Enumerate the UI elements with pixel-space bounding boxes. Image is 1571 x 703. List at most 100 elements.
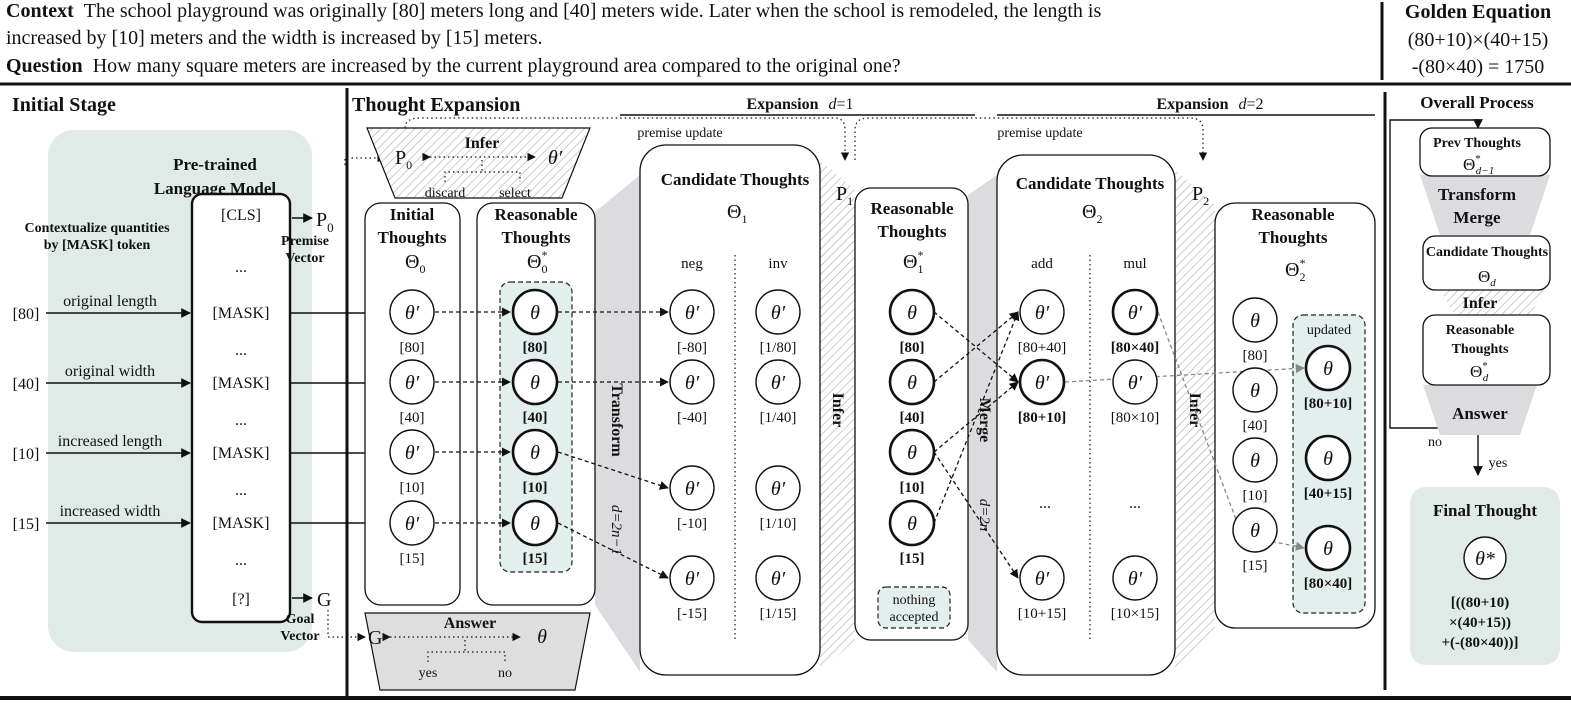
goal-symbol: G <box>368 627 382 649</box>
edge-arrow <box>933 311 1020 524</box>
theta-symbol: θ <box>530 442 540 464</box>
question-text: How many square meters are increased by … <box>93 55 901 77</box>
candidate-thoughts-box <box>639 144 821 676</box>
thought-label: [-80] <box>677 340 707 356</box>
column-label: mul <box>1123 256 1146 272</box>
no-label: no <box>498 666 512 681</box>
thought-node <box>1019 555 1065 601</box>
thought-label: [40] <box>523 410 548 426</box>
theta-set-symbol: Θ <box>903 251 917 273</box>
subscript: 0 <box>327 220 334 235</box>
premise-vector-label: Vector <box>285 251 324 266</box>
thought-label: [10] <box>900 480 925 496</box>
theta-symbol: θ′ <box>405 442 420 464</box>
note-text: accepted <box>890 610 939 625</box>
expansion-label: Expansion <box>1156 96 1228 113</box>
premise-symbol: P <box>395 147 406 169</box>
theta-set-symbol: Θ <box>1463 155 1475 174</box>
thought-expansion-title: Thought Expansion <box>352 94 520 116</box>
answer-label: Answer <box>444 615 496 632</box>
svg-text:Θ1: Θ1 <box>727 201 747 226</box>
theta-symbol: θ′ <box>771 478 786 500</box>
thought-node <box>1112 359 1158 405</box>
edge-arrow <box>933 311 1019 383</box>
thought-label: [1/40] <box>760 410 797 426</box>
thought-node <box>888 358 936 406</box>
thought-node <box>1232 367 1278 413</box>
thought-node <box>389 500 435 546</box>
svg-text:P0: P0 <box>316 209 334 235</box>
box-title: Candidate Thoughts <box>661 170 810 189</box>
thought-label: [80] <box>1243 348 1268 364</box>
thought-node <box>755 289 801 335</box>
svg-text:P1: P1 <box>836 183 853 208</box>
quantity-label: original length <box>63 293 157 310</box>
thought-label: [40] <box>1243 418 1268 434</box>
token: [MASK] <box>213 515 270 532</box>
subscript: d−1 <box>1476 165 1494 177</box>
subscript: d <box>1483 372 1489 384</box>
contextualize-label: Contextualize quantities <box>24 221 170 236</box>
golden-equation-line2: -(80×40) = 1750 <box>1412 56 1545 78</box>
thought-node <box>669 555 715 601</box>
thought-label: [80+10] <box>1304 396 1353 412</box>
theta-symbol: θ* <box>1475 548 1495 570</box>
superscript: * <box>917 248 923 262</box>
thought-label: [1/10] <box>760 516 797 532</box>
box-title: Reasonable <box>1251 205 1335 224</box>
theta-symbol: θ <box>537 626 547 648</box>
transform-merge-step <box>1420 175 1550 235</box>
thought-node <box>888 499 936 547</box>
final-expression: ×(40+15)) <box>1449 615 1511 631</box>
thought-label: [-15] <box>677 606 707 622</box>
connector <box>327 610 366 642</box>
transform-label: Transform <box>608 383 625 457</box>
reasonable-thoughts-step <box>1422 314 1551 386</box>
theta-symbol: θ <box>1250 520 1260 542</box>
infer-label: Infer <box>465 135 500 152</box>
initial-stage: Initial Stage Pre-trained Language Model… <box>12 94 386 652</box>
premise-vector-label: Premise <box>281 234 329 249</box>
theta-set-symbol: Θ <box>1285 259 1299 281</box>
infer-band <box>1175 170 1215 672</box>
edge-arrow <box>1157 311 1242 531</box>
subscript: 0 <box>541 262 547 276</box>
thought-label: [40+15] <box>1304 486 1353 502</box>
thought-node <box>1018 358 1066 406</box>
header: Context The school playground was origina… <box>6 0 1551 80</box>
token-sequence <box>190 192 292 624</box>
svg-text:P0: P0 <box>395 147 412 172</box>
svg-text:Θ*d−1: Θ* d−1 <box>1463 153 1494 177</box>
step-label: Prev Thoughts <box>1433 136 1521 151</box>
input-quantity: [10] <box>13 446 40 463</box>
svg-text:P2: P2 <box>1192 183 1209 208</box>
thought-node <box>1232 507 1278 553</box>
svg-text:Θ*0: Θ* 0 <box>527 248 547 276</box>
svg-text:Θd: Θd <box>1478 267 1496 289</box>
thought-node <box>755 465 801 511</box>
infer-band <box>820 160 855 672</box>
thought-node <box>1112 555 1158 601</box>
merge-formula: d=2n <box>976 499 992 532</box>
context-text-cont: increased by [10] meters and the width i… <box>6 27 542 49</box>
subscript: 1 <box>917 262 923 276</box>
theta-symbol: θ <box>907 302 917 324</box>
theta-symbol: θ <box>530 302 540 324</box>
transform-formula: d=2n−1 <box>608 505 624 555</box>
golden-equation-line1: (80+10)×(40+15) <box>1408 29 1548 51</box>
expansion-label: Expansion <box>746 96 818 113</box>
subscript: 2 <box>1203 194 1209 208</box>
theta-symbol: θ′ <box>405 513 420 535</box>
svg-text:Expansion d=1: Expansion d=1 <box>746 96 853 113</box>
premise-update-label: premise update <box>997 126 1082 141</box>
svg-text:Θ2: Θ2 <box>1082 201 1102 226</box>
theta-symbol: θ′ <box>1128 568 1143 590</box>
theta-symbol: θ′ <box>685 302 700 324</box>
final-expression: [((80+10) <box>1451 595 1510 611</box>
theta-symbol: θ <box>907 442 917 464</box>
box-title: Thoughts <box>1259 228 1328 247</box>
column-label: inv <box>768 256 788 272</box>
subscript: d <box>1490 277 1496 289</box>
token: [CLS] <box>221 207 261 224</box>
final-thought-title: Final Thought <box>1433 501 1537 520</box>
